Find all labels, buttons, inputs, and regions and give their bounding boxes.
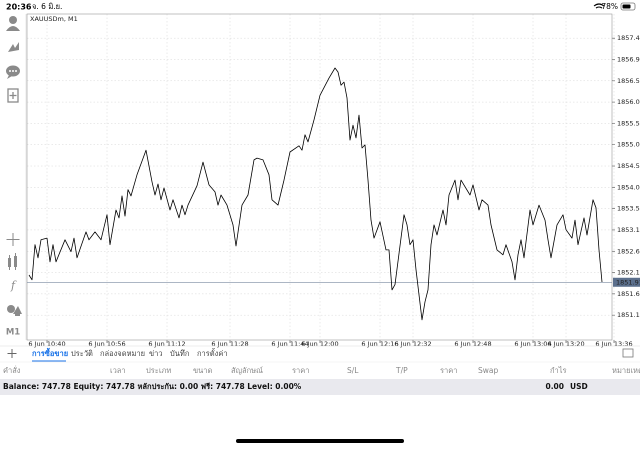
- x-tick-label: 6 Jun 11:12: [148, 340, 185, 348]
- chart-type-icon[interactable]: [8, 253, 17, 270]
- balance-summary: Balance: 747.78 Equity: 747.78 หลักประกั…: [3, 382, 302, 391]
- y-tick-label: 1856.500: [617, 77, 640, 85]
- wifi-icon: [593, 3, 605, 9]
- quotes-icon[interactable]: [6, 16, 20, 31]
- column-header: สัญลักษณ์: [231, 366, 263, 375]
- add-button[interactable]: [7, 349, 17, 358]
- column-header: เวลา: [110, 366, 126, 375]
- column-header: S/L: [347, 366, 359, 375]
- column-header: คำสั่ง: [3, 365, 21, 375]
- y-tick-label: 1855.045: [617, 141, 640, 149]
- timeframe-button[interactable]: M1: [6, 328, 20, 338]
- indicator-icon[interactable]: f: [10, 279, 17, 292]
- x-tick-label: 6 Jun 10:40: [28, 340, 65, 348]
- column-header: กำไร: [550, 366, 567, 375]
- sidebar: f: [6, 16, 22, 316]
- current-price-box: [613, 277, 640, 287]
- column-header: หมายเหตุ: [612, 366, 640, 375]
- status-date: จ. 6 มิ.ย.: [32, 2, 62, 11]
- tab[interactable]: ประวัติ: [71, 349, 93, 358]
- svg-text:f: f: [10, 279, 17, 292]
- crosshair-icon[interactable]: [6, 233, 20, 246]
- table-header: คำสั่ง เวลา ประเภท ขนาด สัญลักษณ์ ราคา S/L T/P ร…: [3, 365, 640, 375]
- x-tick-label: 6 Jun 11:28: [211, 340, 248, 348]
- home-indicator: [236, 439, 404, 443]
- price-line: [28, 67, 603, 321]
- x-tick-label: 6 Jun 13:36: [595, 340, 632, 348]
- x-tick-label: 6 Jun 13:04: [514, 340, 551, 348]
- y-tick-label: 1854.075: [617, 183, 640, 191]
- y-tick-label: 1853.590: [617, 205, 640, 213]
- objects-icon[interactable]: [7, 305, 22, 316]
- new-order-icon[interactable]: [7, 88, 19, 103]
- tab-bar: การซื้อขาย ประวัติ กล่องจดหมาย ข่าว บันทึก กา…: [32, 347, 228, 362]
- chart-title: XAUUSDm, M1: [30, 15, 78, 23]
- total-profit: 0.00: [545, 382, 564, 391]
- y-tick-label: 1853.105: [617, 226, 640, 234]
- x-tick-label: 6 Jun 11:44: [271, 340, 308, 348]
- y-tick-label: 1851.165: [617, 311, 640, 319]
- y-tick-label: 1854.560: [617, 162, 640, 170]
- battery-text: 78%: [601, 2, 618, 11]
- battery-level: [622, 4, 631, 9]
- y-tick-label: 1857.470: [617, 34, 640, 42]
- tab[interactable]: การซื้อขาย: [32, 347, 68, 358]
- x-tick-label: 6 Jun 12:00: [301, 340, 338, 348]
- x-tick-label: 6 Jun 10:56: [88, 340, 125, 348]
- status-time: 20:36: [6, 3, 32, 12]
- column-header: ขนาด: [193, 366, 212, 375]
- tab[interactable]: บันทึก: [170, 349, 189, 358]
- y-tick-label: 1851.650: [617, 290, 640, 298]
- y-tick-label: 1852.620: [617, 247, 640, 255]
- x-tick-label: 6 Jun 12:16: [361, 340, 398, 348]
- y-tick-label: 1856.985: [617, 55, 640, 63]
- x-tick-label: 6 Jun 12:48: [454, 340, 491, 348]
- x-tick-label: 6 Jun 12:32: [394, 340, 431, 348]
- battery-icon: [620, 2, 636, 11]
- x-tick-label: 6 Jun 13:20: [547, 340, 584, 348]
- trade-icon[interactable]: [8, 42, 19, 52]
- column-header: ประเภท: [146, 366, 171, 375]
- y-tick-label: 1856.015: [617, 98, 640, 106]
- panel-toggle[interactable]: [622, 348, 634, 358]
- column-header: ราคา: [292, 366, 309, 375]
- chart: 1857.470 1856.985 1856.500 1856.015 1855.530…: [26, 13, 640, 348]
- balance-row: [0, 379, 640, 395]
- y-tick-label: 1852.135: [617, 269, 640, 277]
- column-header: T/P: [395, 366, 408, 375]
- tab[interactable]: การตั้งค่า: [197, 348, 228, 358]
- column-header: Swap: [478, 366, 498, 375]
- current-price-label: 1851.914: [616, 278, 640, 286]
- column-header: ราคา: [440, 366, 457, 375]
- plot-frame: [26, 13, 613, 341]
- tab[interactable]: ข่าว: [149, 349, 163, 358]
- y-tick-label: 1855.530: [617, 119, 640, 127]
- currency: USD: [570, 382, 588, 391]
- chat-icon[interactable]: [6, 65, 20, 80]
- tab[interactable]: กล่องจดหมาย: [100, 349, 145, 358]
